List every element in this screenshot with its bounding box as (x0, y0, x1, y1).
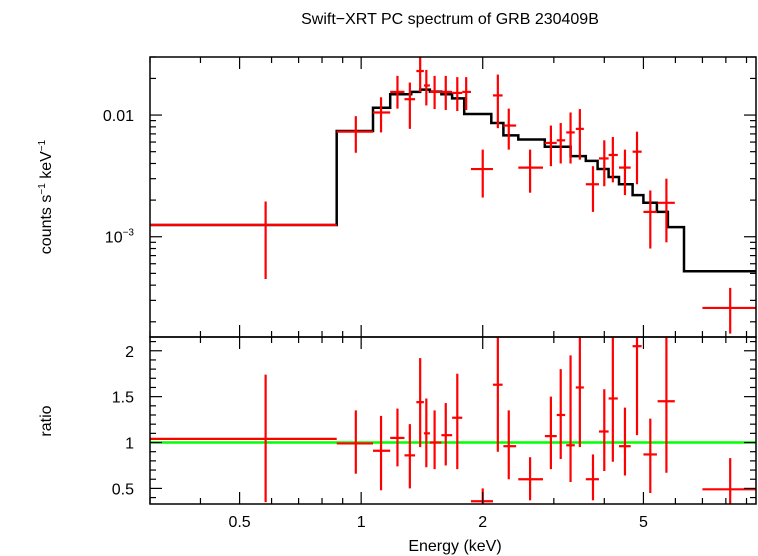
spectrum-point (518, 149, 543, 193)
x-tick-label: 0.5 (228, 514, 250, 531)
ratio-point (390, 408, 405, 467)
spectrum-data-points (150, 57, 756, 334)
ratio-point (492, 337, 503, 452)
ratio-point (470, 488, 493, 504)
spectrum-point (556, 123, 566, 164)
ratio-panel: 0.5 1 2 5 0.5 1 1.5 2 (112, 336, 757, 531)
spectrum-point (404, 82, 416, 129)
tick-base: 10 (105, 230, 123, 247)
x-tick-label: 2 (478, 514, 487, 531)
ratio-point (544, 396, 557, 470)
ratio-point (429, 410, 442, 470)
ratio-point (404, 424, 416, 489)
ratio-point (585, 454, 599, 501)
ratio-point (575, 337, 584, 448)
spectrum-point (373, 97, 391, 133)
spectrum-point (544, 125, 557, 167)
spectrum-point (657, 178, 675, 243)
spectrum-point (492, 74, 503, 129)
spectrum-point (441, 75, 453, 111)
ratio-point (518, 457, 543, 501)
bottom-y-tick-label: 0.5 (112, 481, 134, 498)
spectrum-point (503, 108, 517, 150)
spectrum-panel: 0.01 10−3 (103, 56, 757, 338)
ylabel-main: counts s (38, 195, 55, 255)
spectrum-point (416, 57, 424, 92)
ratio-point (619, 407, 631, 476)
ratio-point (643, 418, 657, 493)
ratio-point (566, 355, 575, 482)
ylabel-exp2: −1 (37, 139, 48, 151)
spectrum-point (150, 201, 337, 279)
bottom-panel-frame (149, 336, 757, 505)
tick-exp: −3 (123, 228, 135, 239)
spectrum-point (452, 77, 463, 111)
ratio-point (608, 337, 618, 462)
model-step-line (150, 88, 756, 273)
ratio-point (150, 374, 337, 503)
ratio-point (702, 458, 756, 504)
ratio-point (423, 398, 430, 468)
top-axis-ticks: 0.01 10−3 (103, 56, 756, 337)
spectrum-point (470, 149, 493, 198)
top-y-tick-label: 10−3 (105, 228, 135, 247)
spectrum-point (390, 75, 405, 109)
spectrum-point (632, 131, 642, 185)
bottom-axis-ticks: 0.5 1 2 5 0.5 1 1.5 2 (112, 337, 756, 531)
spectrum-point (462, 77, 471, 111)
x-tick-label: 5 (639, 514, 648, 531)
spectrum-point (566, 112, 575, 164)
ratio-point (441, 403, 453, 466)
spectrum-point (608, 137, 618, 183)
spectrum-point (585, 166, 599, 212)
ratio-point (452, 373, 463, 470)
ylabel-mid: keV (38, 151, 55, 183)
top-y-tick-label: 0.01 (103, 108, 134, 125)
ratio-point (657, 337, 675, 473)
spectrum-point (643, 190, 657, 249)
model-step-path (150, 88, 756, 273)
chart-title: Swift−XRT PC spectrum of GRB 230409B (301, 11, 599, 28)
ratio-point (336, 410, 374, 474)
spectrum-point (336, 116, 374, 153)
ratio-point (373, 415, 391, 491)
spectrum-point (702, 287, 756, 334)
spectrum-point (423, 69, 430, 106)
ratio-point (598, 389, 609, 471)
ratio-point (416, 358, 424, 448)
x-axis-label: Energy (keV) (408, 538, 501, 555)
spectrum-point (598, 140, 609, 187)
bottom-y-tick-label: 1 (125, 436, 134, 453)
bottom-y-tick-label: 1.5 (112, 390, 134, 407)
spectrum-point (575, 109, 584, 160)
ratio-data-points (150, 337, 756, 504)
ratio-point (556, 369, 566, 460)
ratio-point (503, 410, 517, 480)
spectrum-point (619, 149, 631, 196)
bottom-y-axis-label: ratio (38, 405, 55, 436)
spectrum-point (429, 75, 442, 110)
bottom-y-tick-label: 2 (125, 344, 134, 361)
ylabel-exp1: −1 (37, 183, 48, 195)
top-y-axis-label: counts s−1 keV−1 (37, 139, 55, 254)
x-tick-label: 1 (357, 514, 366, 531)
ratio-point (632, 337, 642, 436)
